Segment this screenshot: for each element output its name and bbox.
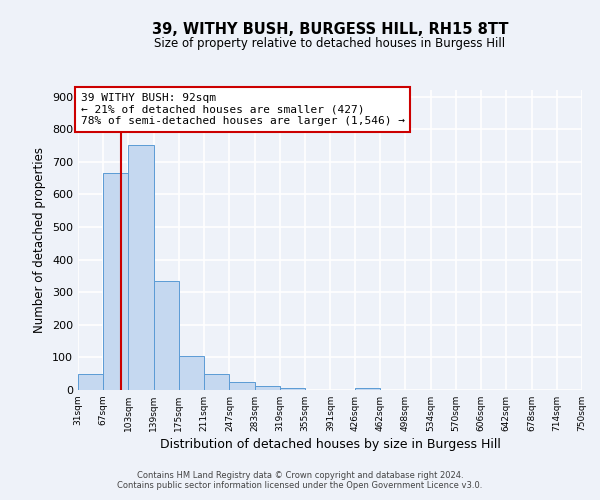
Bar bbox=[204, 374, 229, 390]
Bar bbox=[254, 386, 280, 390]
Bar bbox=[103, 173, 128, 390]
X-axis label: Distribution of detached houses by size in Burgess Hill: Distribution of detached houses by size … bbox=[160, 438, 500, 451]
Bar bbox=[280, 388, 305, 390]
Bar bbox=[78, 374, 103, 390]
Bar bbox=[355, 388, 380, 390]
Bar bbox=[229, 382, 254, 390]
Bar bbox=[128, 146, 154, 390]
Bar bbox=[179, 356, 204, 390]
Bar bbox=[154, 281, 179, 390]
Text: Size of property relative to detached houses in Burgess Hill: Size of property relative to detached ho… bbox=[154, 38, 506, 51]
Text: 39 WITHY BUSH: 92sqm
← 21% of detached houses are smaller (427)
78% of semi-deta: 39 WITHY BUSH: 92sqm ← 21% of detached h… bbox=[80, 93, 404, 126]
Text: 39, WITHY BUSH, BURGESS HILL, RH15 8TT: 39, WITHY BUSH, BURGESS HILL, RH15 8TT bbox=[152, 22, 508, 38]
Text: Contains HM Land Registry data © Crown copyright and database right 2024.
Contai: Contains HM Land Registry data © Crown c… bbox=[118, 470, 482, 490]
Y-axis label: Number of detached properties: Number of detached properties bbox=[34, 147, 46, 333]
